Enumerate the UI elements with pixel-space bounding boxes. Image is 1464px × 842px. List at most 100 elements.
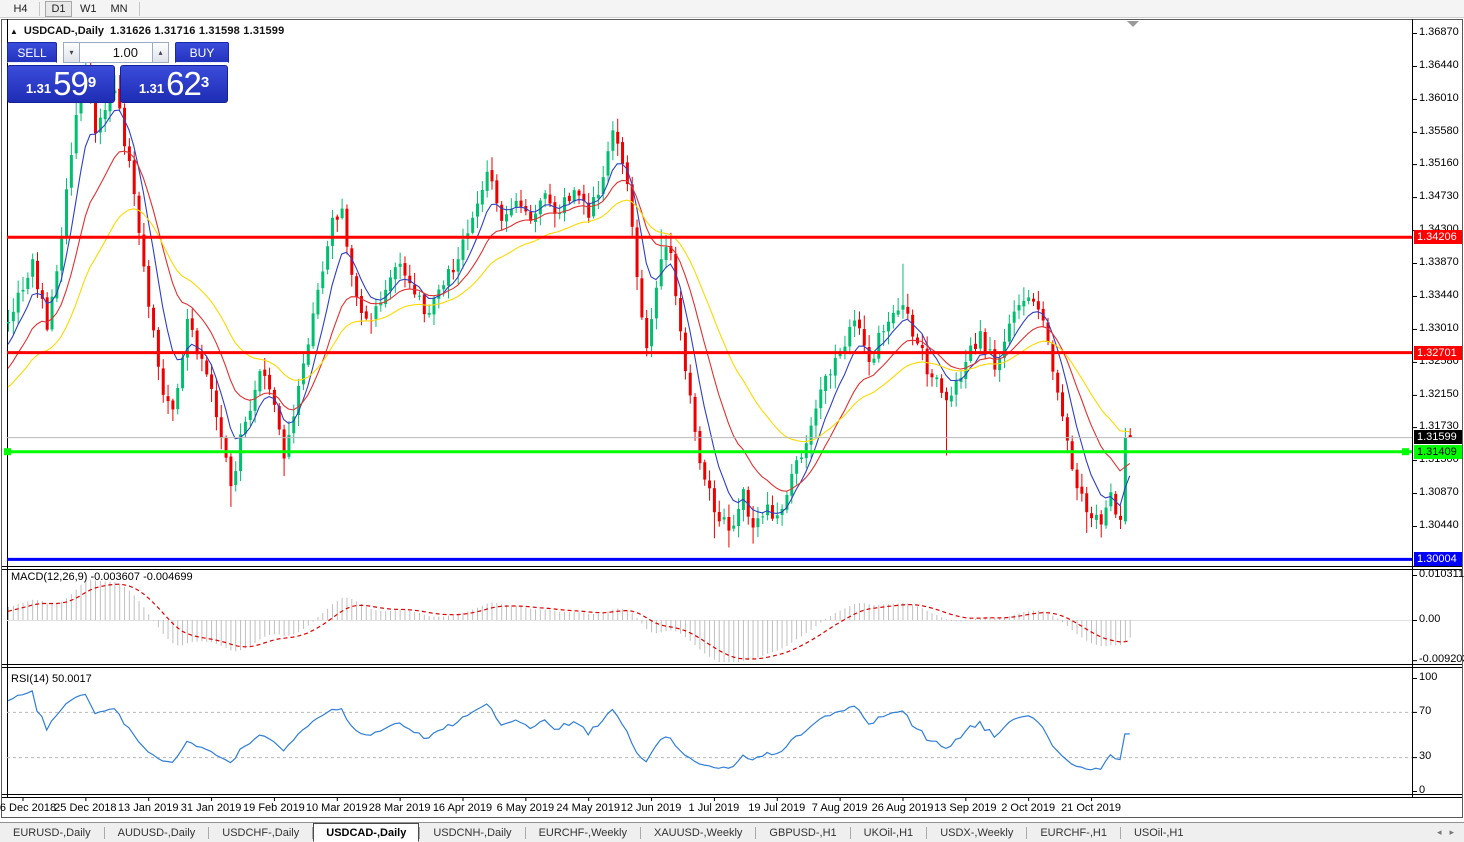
price-level-badge: 1.30004 (1414, 552, 1462, 567)
sell-button[interactable]: SELL (7, 42, 57, 63)
toolbar-separator (138, 1, 140, 16)
tab-separator (755, 826, 757, 839)
date-axis-label: 12 Jun 2019 (620, 802, 682, 814)
macd-axis-label: 0.00 (1419, 613, 1441, 625)
price-axis-label: 1.35580 (1419, 124, 1459, 137)
sell-price-pip: 9 (87, 74, 97, 91)
buy-price-display[interactable]: 1.31 62 3 (120, 65, 228, 103)
chart-symbol-header: ▲ USDCAD-,Daily 1.31626 1.31716 1.31598 … (10, 25, 284, 37)
tab-usdcad--daily[interactable]: USDCAD-,Daily (313, 823, 420, 842)
buy-price-pip: 3 (200, 74, 210, 91)
chart-symbol-title: USDCAD-,Daily (23, 25, 104, 37)
hlines-layer (4, 235, 1412, 561)
tab-usdx--weekly[interactable]: USDX-,Weekly (940, 826, 1014, 839)
volume-increase-button[interactable]: ▴ (152, 42, 169, 63)
tab-separator (524, 826, 526, 839)
rsi-indicator-label: RSI(14) 50.0017 (11, 673, 92, 685)
chart-ohlc-values: 1.31626 1.31716 1.31598 1.31599 (110, 25, 285, 37)
rsi-panel (7, 678, 1417, 792)
tab-separator (208, 826, 210, 839)
tab-separator (926, 826, 928, 839)
date-axis-label: 26 Aug 2019 (871, 802, 934, 814)
price-axis-label: 1.31730 (1419, 420, 1459, 433)
tab-separator (639, 826, 641, 839)
price-axis (1412, 33, 1417, 527)
date-axis-label: 6 May 2019 (496, 802, 555, 814)
tab-scroll-right-icon[interactable]: ▸ (1449, 827, 1454, 837)
tab-separator (1119, 826, 1121, 839)
price-axis-label: 1.36870 (1419, 26, 1459, 38)
tab-separator (312, 826, 314, 839)
timeframe-button-d1[interactable]: D1 (45, 0, 72, 17)
timeframe-toolbar: H4 D1 W1 MN (0, 0, 1464, 18)
date-axis (22, 797, 1093, 801)
chevron-up-icon: ▴ (158, 48, 163, 57)
rsi-axis-label: 0 (1419, 784, 1426, 796)
date-axis-label: 2 Oct 2019 (1001, 802, 1056, 814)
moving-averages-layer (7, 109, 1131, 514)
date-axis-label: 31 Jan 2019 (180, 802, 242, 814)
macd-indicator-label: MACD(12,26,9) -0.003607 -0.004699 (11, 571, 193, 583)
buy-button[interactable]: BUY (175, 42, 229, 63)
rsi-axis-label: 100 (1419, 671, 1438, 683)
tab-eurchf--weekly[interactable]: EURCHF-,Weekly (538, 826, 627, 839)
price-axis-label: 1.34730 (1419, 190, 1459, 203)
tab-separator (1026, 826, 1028, 839)
volume-decrease-button[interactable]: ▾ (63, 42, 80, 63)
tab-scroll-nav: ◂ ▸ (1437, 823, 1464, 842)
tab-eurusd--daily[interactable]: EURUSD-,Daily (13, 826, 91, 839)
date-axis-label: 10 Mar 2019 (305, 802, 368, 814)
sell-price-display[interactable]: 1.31 59 9 (7, 65, 115, 103)
timeframe-button-h4[interactable]: H4 (7, 1, 34, 17)
price-axis-label: 1.35160 (1419, 157, 1459, 170)
tab-usdcnh--daily[interactable]: USDCNH-,Daily (433, 826, 512, 839)
price-axis-label: 1.33870 (1419, 256, 1459, 268)
tab-separator (419, 826, 421, 839)
tab-eurchf--h1[interactable]: EURCHF-,H1 (1040, 826, 1107, 839)
chart-frame (1, 19, 1463, 818)
price-level-badge: 1.31409 (1414, 444, 1462, 459)
sell-price-big: 59 (53, 65, 89, 102)
date-axis-label: 25 Dec 2018 (54, 802, 117, 814)
symbol-tab-bar: EURUSD-,Daily AUDUSD-,Daily USDCHF-,Daily U… (0, 822, 1464, 842)
timeframe-button-w1[interactable]: W1 (74, 1, 103, 17)
sell-price-prefix: 1.31 (25, 81, 52, 96)
date-axis-label: 21 Oct 2019 (1061, 802, 1121, 814)
tab-usoil--h1[interactable]: USOil-,H1 (1133, 826, 1184, 839)
tab-separator (103, 826, 105, 839)
volume-input[interactable] (80, 42, 152, 63)
date-axis-label: 7 Aug 2019 (811, 802, 868, 814)
candles-layer (7, 55, 1132, 548)
date-axis-label: 13 Jan 2019 (117, 802, 179, 814)
last-bar-marker-icon (1127, 21, 1139, 27)
date-axis-label: 24 May 2019 (556, 802, 620, 814)
date-axis-label: 16 Apr 2019 (432, 802, 493, 814)
buy-price-big: 62 (166, 65, 202, 102)
macd-axis-label: 0.010311 (1419, 568, 1464, 580)
tab-audusd--daily[interactable]: AUDUSD-,Daily (117, 826, 196, 839)
current-price-badge: 1.31599 (1414, 430, 1462, 445)
date-axis-label: 6 Dec 2018 (0, 802, 57, 814)
price-level-badge: 1.32701 (1414, 345, 1462, 360)
tab-ukoil--h1[interactable]: UKOil-,H1 (863, 826, 914, 839)
toolbar-separator (39, 1, 40, 16)
macd-axis-label: -0.009203 (1419, 653, 1464, 666)
tab-usdchf--daily[interactable]: USDCHF-,Daily (222, 826, 300, 839)
collapse-arrow-icon[interactable]: ▲ (10, 26, 18, 36)
price-axis-label: 1.33010 (1419, 321, 1459, 334)
chevron-down-icon: ▾ (69, 48, 74, 57)
date-axis-label: 19 Feb 2019 (243, 802, 305, 814)
rsi-axis-label: 70 (1419, 704, 1432, 717)
tab-xauusd--weekly[interactable]: XAUUSD-,Weekly (653, 826, 743, 839)
timeframe-button-mn[interactable]: MN (105, 1, 134, 17)
tab-gbpusd--h1[interactable]: GBPUSD-,H1 (769, 826, 837, 839)
tab-scroll-left-icon[interactable]: ◂ (1436, 827, 1442, 837)
buy-price-prefix: 1.31 (138, 81, 165, 96)
price-axis-label: 1.32150 (1419, 387, 1459, 400)
price-axis-label: 1.33440 (1419, 288, 1459, 301)
price-axis-label: 1.30870 (1419, 486, 1459, 499)
price-axis-label: 1.30440 (1419, 518, 1459, 531)
date-axis-label: 19 Jul 2019 (748, 802, 806, 814)
